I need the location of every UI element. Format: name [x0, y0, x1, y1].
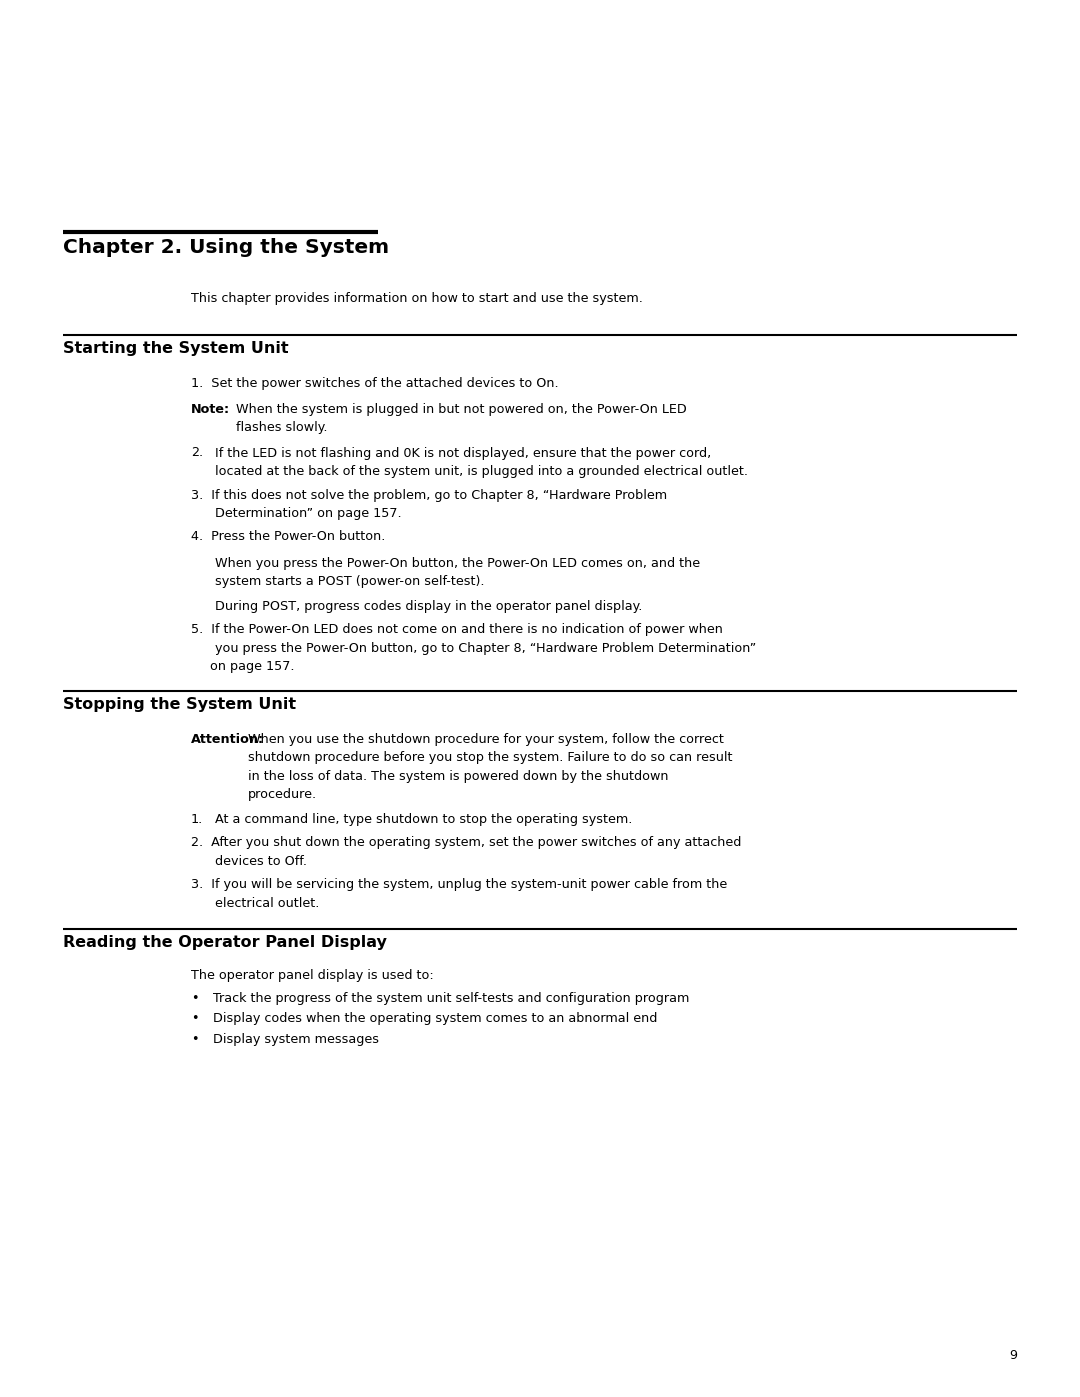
Text: located at the back of the system unit, is plugged into a grounded electrical ou: located at the back of the system unit, … [215, 465, 748, 478]
Text: Reading the Operator Panel Display: Reading the Operator Panel Display [63, 936, 387, 950]
Text: in the loss of data. The system is powered down by the shutdown: in the loss of data. The system is power… [248, 770, 669, 782]
Text: When you press the Power-On button, the Power-On LED comes on, and the: When you press the Power-On button, the … [215, 557, 700, 570]
Text: 5.  If the Power-On LED does not come on and there is no indication of power whe: 5. If the Power-On LED does not come on … [191, 623, 723, 637]
Text: flashes slowly.: flashes slowly. [237, 420, 327, 434]
Text: 1.: 1. [191, 813, 203, 826]
Text: The operator panel display is used to:: The operator panel display is used to: [191, 970, 434, 982]
Text: 3.  If you will be servicing the system, unplug the system-unit power cable from: 3. If you will be servicing the system, … [191, 879, 727, 891]
Text: When the system is plugged in but not powered on, the Power-On LED: When the system is plugged in but not po… [237, 402, 687, 415]
Text: Display codes when the operating system comes to an abnormal end: Display codes when the operating system … [213, 1013, 658, 1025]
Text: 9: 9 [1009, 1350, 1017, 1362]
Text: devices to Off.: devices to Off. [215, 855, 307, 868]
Text: •: • [191, 1032, 199, 1046]
Text: you press the Power-On button, go to Chapter 8, “Hardware Problem Determination”: you press the Power-On button, go to Cha… [215, 643, 756, 655]
Text: on page 157.: on page 157. [210, 661, 295, 673]
Text: At a command line, type shutdown to stop the operating system.: At a command line, type shutdown to stop… [215, 813, 633, 826]
Text: 3.  If this does not solve the problem, go to Chapter 8, “Hardware Problem: 3. If this does not solve the problem, g… [191, 489, 667, 502]
Text: system starts a POST (power-on self-test).: system starts a POST (power-on self-test… [215, 576, 485, 588]
Text: Stopping the System Unit: Stopping the System Unit [63, 697, 296, 712]
Text: Starting the System Unit: Starting the System Unit [63, 341, 288, 356]
Text: •: • [191, 992, 199, 1004]
Text: Chapter 2. Using the System: Chapter 2. Using the System [63, 237, 389, 257]
Text: •: • [191, 1013, 199, 1025]
Text: electrical outlet.: electrical outlet. [215, 897, 320, 909]
Text: Track the progress of the system unit self-tests and configuration program: Track the progress of the system unit se… [213, 992, 689, 1004]
Text: This chapter provides information on how to start and use the system.: This chapter provides information on how… [191, 292, 643, 305]
Text: 4.  Press the Power-On button.: 4. Press the Power-On button. [191, 531, 386, 543]
Text: Display system messages: Display system messages [213, 1032, 379, 1046]
Text: When you use the shutdown procedure for your system, follow the correct: When you use the shutdown procedure for … [248, 733, 724, 746]
Text: 2.: 2. [191, 447, 203, 460]
Text: Attention:: Attention: [191, 733, 265, 746]
Text: procedure.: procedure. [248, 788, 318, 802]
Text: shutdown procedure before you stop the system. Failure to do so can result: shutdown procedure before you stop the s… [248, 752, 732, 764]
Text: If the LED is not flashing and 0K is not displayed, ensure that the power cord,: If the LED is not flashing and 0K is not… [215, 447, 712, 460]
Text: 2.  After you shut down the operating system, set the power switches of any atta: 2. After you shut down the operating sys… [191, 837, 741, 849]
Text: Determination” on page 157.: Determination” on page 157. [215, 507, 402, 520]
Text: 1.  Set the power switches of the attached devices to On.: 1. Set the power switches of the attache… [191, 377, 558, 390]
Text: Note:: Note: [191, 402, 230, 415]
Text: During POST, progress codes display in the operator panel display.: During POST, progress codes display in t… [215, 599, 643, 613]
